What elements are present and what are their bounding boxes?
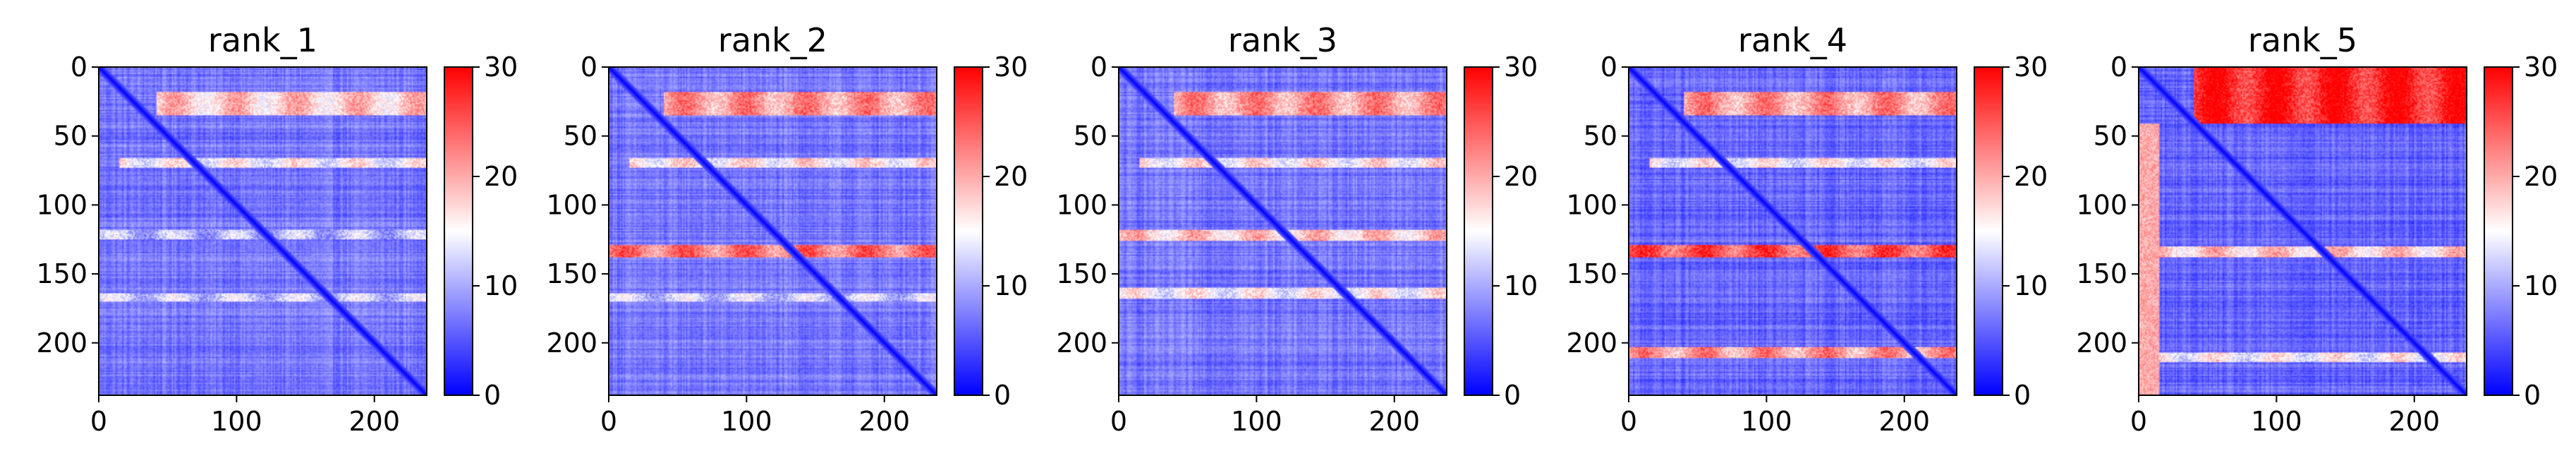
y-tick-label: 100 <box>36 189 87 220</box>
axes-frame <box>2138 66 2467 396</box>
axes-frame <box>608 66 937 396</box>
colorbar-tick-label: 20 <box>2524 161 2558 192</box>
colorbar <box>2484 66 2513 396</box>
y-tick-label: 100 <box>1056 189 1107 220</box>
colorbar-tick-label: 30 <box>2014 52 2048 83</box>
y-tick-label: 200 <box>36 327 87 359</box>
colorbar-tick-label: 0 <box>2014 380 2031 411</box>
colorbar-tick-label: 0 <box>1504 380 1521 411</box>
panel-title: rank_3 <box>1228 21 1337 59</box>
x-tick-label: 100 <box>211 406 262 437</box>
colorbar-tick-label: 10 <box>1504 270 1538 301</box>
colorbar-tick-label: 20 <box>2014 161 2048 192</box>
panel-rank_1: rank_1 0 100 200 0 50 100 150 200 0 10 20 30 <box>36 21 518 437</box>
colorbar <box>444 66 473 396</box>
colorbar-tick-label: 10 <box>2014 270 2048 301</box>
y-tick-label: 150 <box>546 258 597 289</box>
colorbar-tick-label: 10 <box>2524 270 2558 301</box>
panel-rank_5: rank_5 0 100 200 0 50 100 150 200 0 10 20 30 <box>2076 21 2558 437</box>
axes-frame <box>1118 66 1447 396</box>
colorbar <box>1464 66 1493 396</box>
x-tick-label: 100 <box>721 406 772 437</box>
panel-rank_3: rank_3 0 100 200 0 50 100 150 200 0 10 20 30 <box>1056 21 1538 437</box>
y-tick-label: 200 <box>546 327 597 359</box>
y-tick-label: 150 <box>2076 258 2127 289</box>
heatmap-cells <box>99 67 427 395</box>
y-tick-label: 200 <box>1056 327 1107 359</box>
colorbar <box>1974 66 2003 396</box>
x-tick-label: 0 <box>600 406 617 437</box>
colorbar-tick-label: 10 <box>994 270 1028 301</box>
heatmap-cells <box>609 67 937 395</box>
panel-title: rank_2 <box>718 21 827 59</box>
colorbar-tick-label: 20 <box>1504 161 1538 192</box>
y-tick-label: 50 <box>2094 121 2127 152</box>
y-tick-label: 0 <box>581 52 597 83</box>
y-tick-label: 150 <box>1056 258 1107 289</box>
panel-title: rank_1 <box>208 21 317 59</box>
panel-title: rank_5 <box>2248 21 2357 59</box>
x-tick-label: 100 <box>1741 406 1792 437</box>
axes-frame <box>1628 66 1957 396</box>
y-tick-label: 0 <box>1600 52 1617 83</box>
colorbar-tick-label: 30 <box>994 52 1028 83</box>
y-tick-label: 150 <box>1566 258 1617 289</box>
y-tick-label: 100 <box>2076 189 2127 220</box>
heatmap-cells <box>1629 67 1957 395</box>
axes-frame <box>98 66 427 396</box>
x-tick-label: 200 <box>858 406 910 437</box>
y-tick-label: 0 <box>1090 52 1107 83</box>
colorbar-tick-label: 30 <box>484 52 518 83</box>
colorbar <box>954 66 983 396</box>
colorbar-tick-label: 30 <box>1504 52 1538 83</box>
y-tick-label: 50 <box>54 121 87 152</box>
y-tick-label: 50 <box>1584 121 1617 152</box>
colorbar-tick-label: 20 <box>994 161 1028 192</box>
y-tick-label: 0 <box>2110 52 2127 83</box>
y-tick-label: 100 <box>546 189 597 220</box>
y-tick-label: 200 <box>2076 327 2127 359</box>
colorbar-tick-label: 10 <box>484 270 518 301</box>
colorbar-tick-label: 30 <box>2524 52 2558 83</box>
heatmap-cells <box>2139 67 2467 395</box>
x-tick-label: 100 <box>1231 406 1282 437</box>
x-tick-label: 200 <box>1368 406 1420 437</box>
colorbar-tick-label: 0 <box>994 380 1011 411</box>
x-tick-label: 200 <box>2388 406 2440 437</box>
panel-rank_2: rank_2 0 100 200 0 50 100 150 200 0 10 20 30 <box>546 21 1028 437</box>
y-tick-label: 50 <box>564 121 597 152</box>
colorbar-tick-label: 0 <box>2524 380 2541 411</box>
x-tick-label: 0 <box>1620 406 1637 437</box>
x-tick-label: 0 <box>2130 406 2147 437</box>
colorbar-tick-label: 20 <box>484 161 518 192</box>
x-tick-label: 0 <box>1110 406 1127 437</box>
colorbar-tick-label: 0 <box>484 380 501 411</box>
y-tick-label: 50 <box>1074 121 1107 152</box>
x-tick-label: 100 <box>2251 406 2302 437</box>
y-tick-label: 0 <box>71 52 87 83</box>
panel-title: rank_4 <box>1738 21 1847 59</box>
heatmap-cells <box>1119 67 1447 395</box>
y-tick-label: 150 <box>36 258 87 289</box>
y-tick-label: 200 <box>1566 327 1617 359</box>
y-tick-label: 100 <box>1566 189 1617 220</box>
x-tick-label: 200 <box>1878 406 1930 437</box>
panel-rank_4: rank_4 0 100 200 0 50 100 150 200 0 10 20 30 <box>1566 21 2048 437</box>
x-tick-label: 200 <box>348 406 400 437</box>
x-tick-label: 0 <box>90 406 107 437</box>
